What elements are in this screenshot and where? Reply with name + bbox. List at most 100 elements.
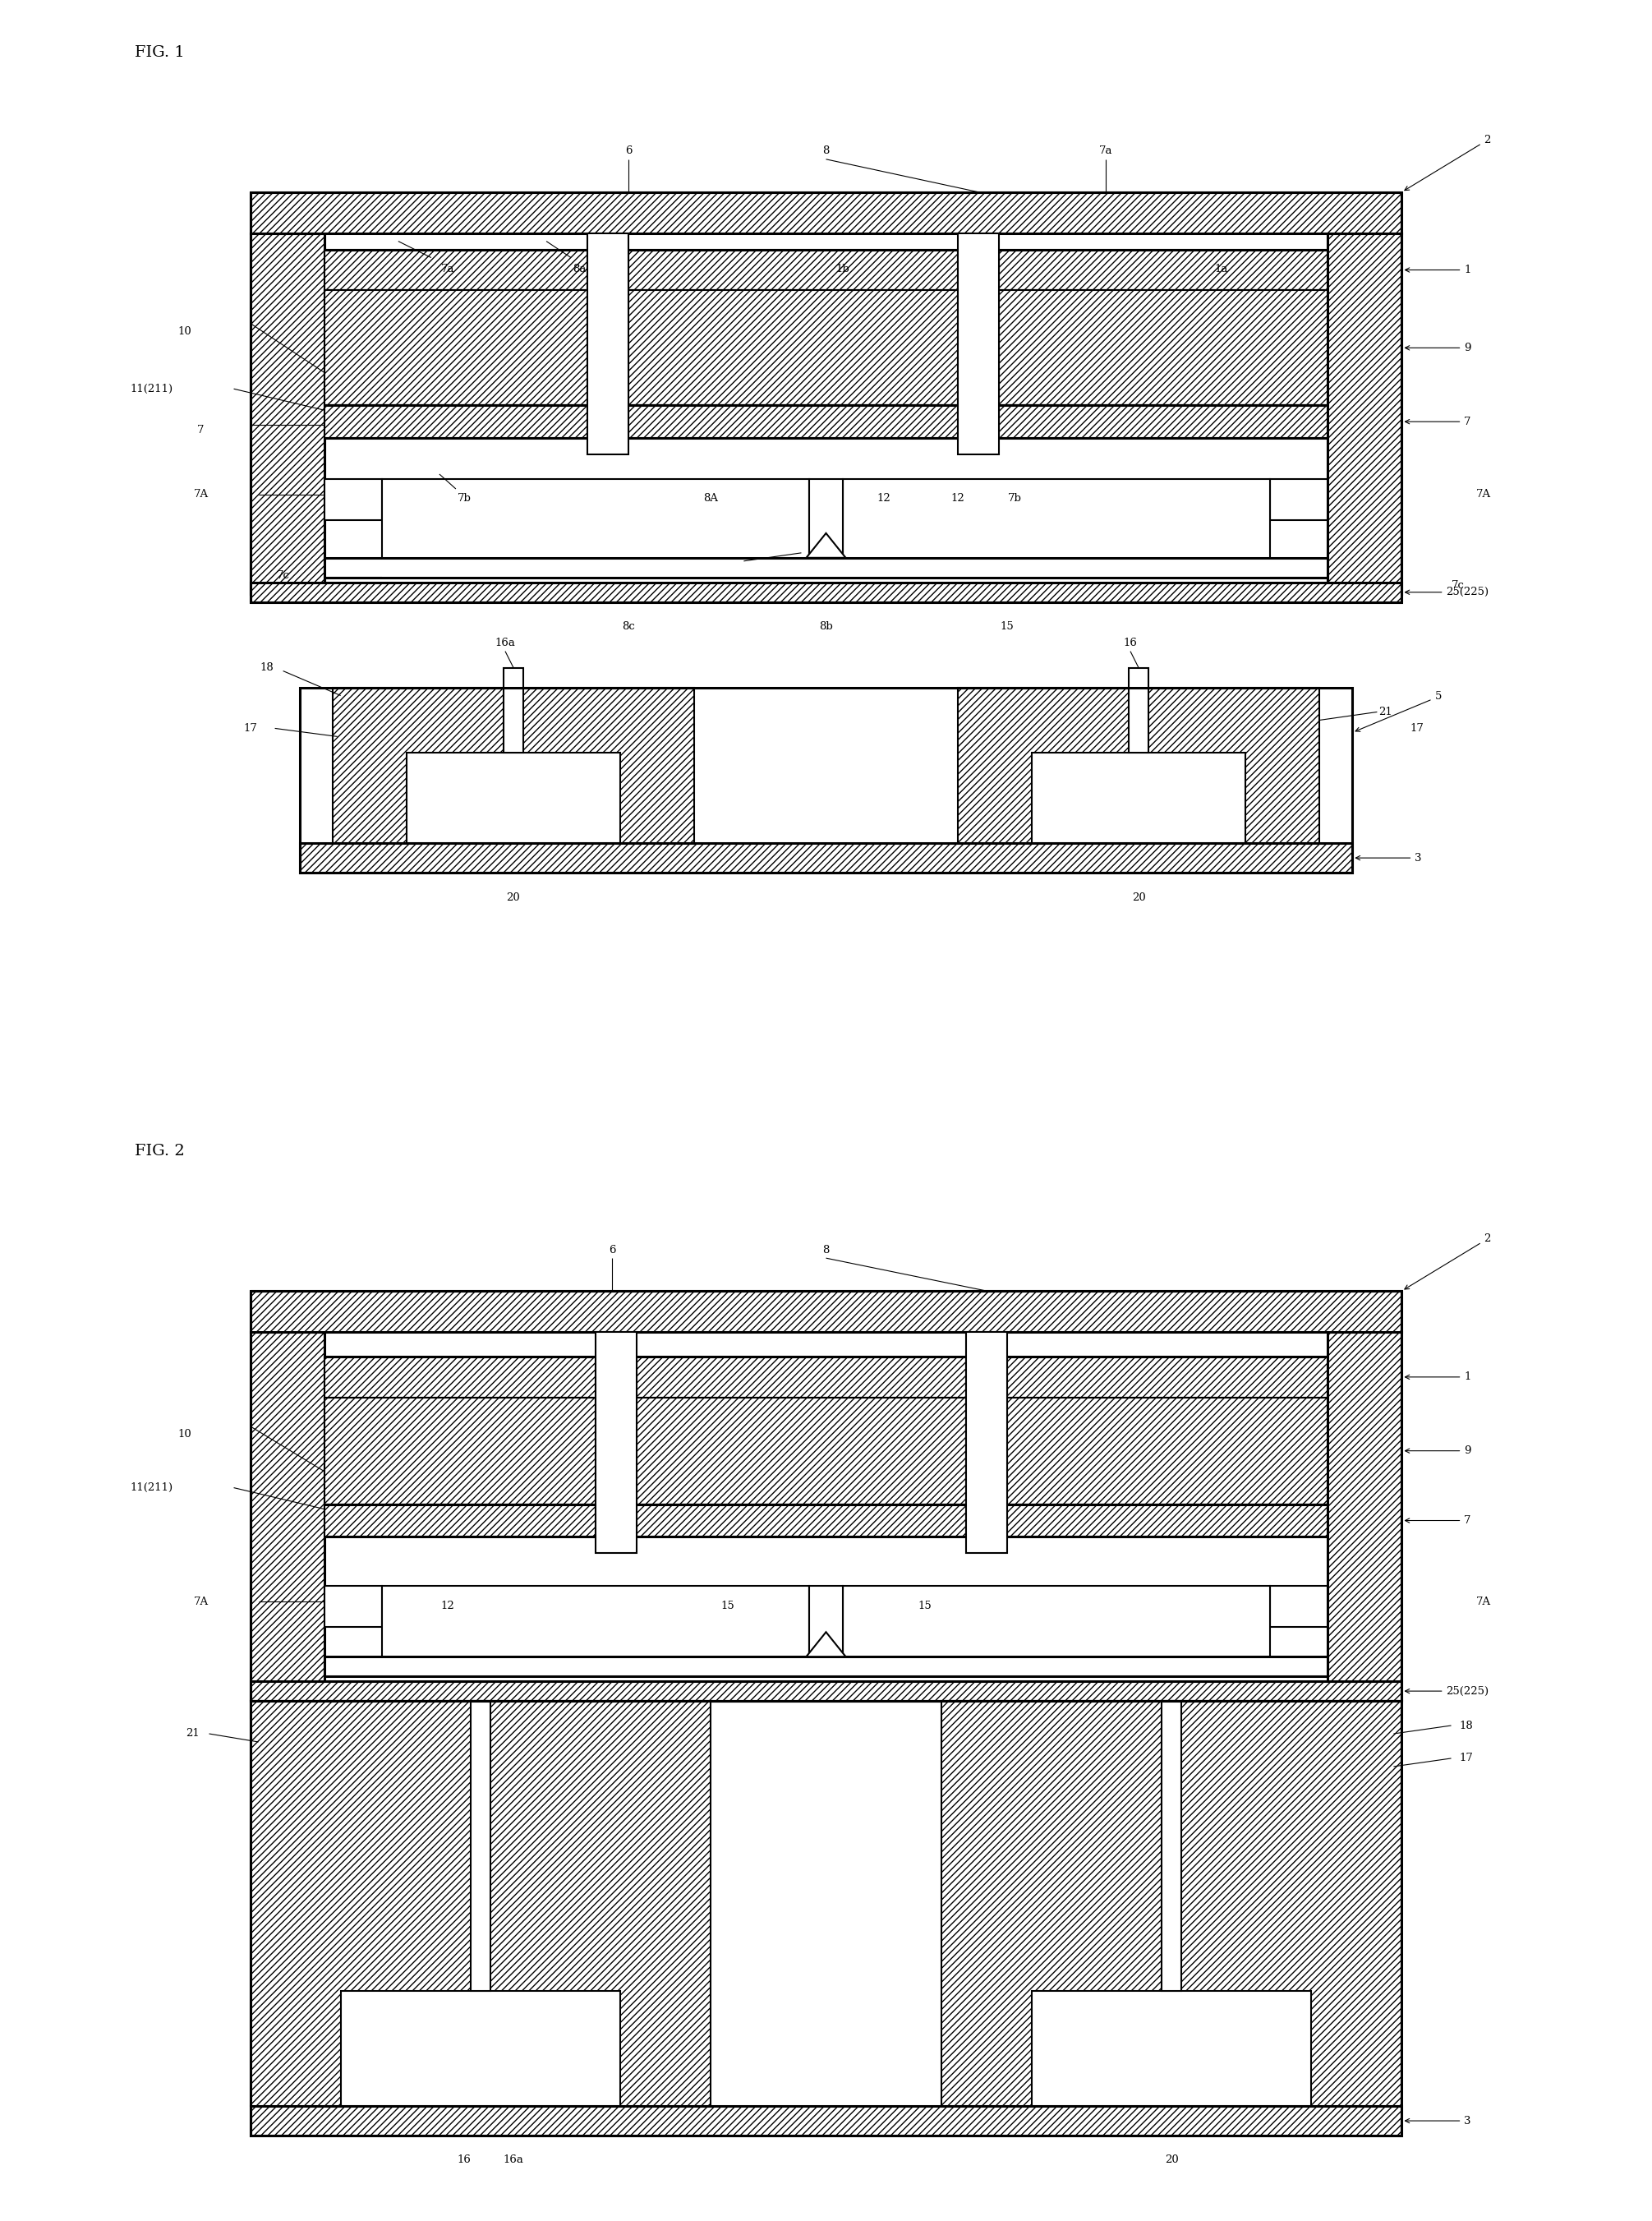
- Bar: [942, 1701, 1403, 2106]
- Text: 21: 21: [185, 1728, 200, 1739]
- Bar: [249, 2106, 1403, 2137]
- Bar: [324, 480, 382, 520]
- Bar: [324, 1586, 382, 1628]
- Text: 17: 17: [1459, 1752, 1474, 1763]
- Text: 16: 16: [1123, 637, 1137, 649]
- Polygon shape: [806, 533, 846, 557]
- Text: 7b: 7b: [458, 493, 471, 504]
- Text: 10: 10: [177, 1428, 192, 1439]
- Bar: [1328, 233, 1403, 593]
- Bar: [249, 1701, 1403, 2137]
- Bar: [324, 404, 588, 438]
- Text: 20: 20: [507, 893, 520, 902]
- Bar: [628, 249, 958, 291]
- Bar: [1031, 753, 1246, 844]
- Text: 15: 15: [720, 1601, 733, 1610]
- Text: 7: 7: [197, 424, 205, 435]
- Text: 8b: 8b: [819, 622, 833, 633]
- Text: 8: 8: [823, 147, 829, 155]
- Text: 7a: 7a: [441, 264, 454, 275]
- Bar: [628, 404, 958, 438]
- Text: 8c: 8c: [623, 622, 634, 633]
- Bar: [249, 1333, 324, 1717]
- Text: 20: 20: [1132, 893, 1145, 902]
- Bar: [324, 557, 1328, 577]
- Bar: [636, 1397, 966, 1504]
- Bar: [382, 480, 809, 569]
- Bar: [1328, 233, 1403, 593]
- Bar: [249, 1681, 1403, 1701]
- Bar: [1008, 1504, 1328, 1537]
- Text: 16a: 16a: [504, 2154, 524, 2165]
- Bar: [406, 753, 621, 844]
- Bar: [999, 249, 1328, 291]
- Bar: [636, 1504, 966, 1537]
- Bar: [249, 1290, 1403, 1333]
- Bar: [249, 233, 324, 593]
- Text: 1b: 1b: [836, 264, 849, 275]
- Bar: [299, 686, 1353, 873]
- Text: 1: 1: [1406, 1373, 1470, 1381]
- Text: 6: 6: [608, 1244, 616, 1255]
- Text: 16: 16: [458, 2154, 471, 2165]
- Text: 17: 17: [1411, 724, 1424, 733]
- Text: 15: 15: [919, 1601, 932, 1610]
- Bar: [324, 1657, 1328, 1677]
- Bar: [843, 1586, 1270, 1668]
- Text: FIG. 2: FIG. 2: [135, 1144, 185, 1159]
- Bar: [1270, 480, 1328, 520]
- Bar: [249, 233, 324, 593]
- Text: 3: 3: [1356, 853, 1422, 864]
- Text: 7b: 7b: [1008, 493, 1023, 504]
- Text: FIG. 1: FIG. 1: [135, 44, 185, 60]
- Bar: [628, 291, 958, 404]
- Text: 25(225): 25(225): [1406, 586, 1488, 597]
- Text: 8A: 8A: [704, 493, 719, 504]
- Bar: [324, 249, 588, 291]
- Text: 15: 15: [999, 622, 1014, 633]
- Bar: [324, 291, 588, 404]
- Text: 7a: 7a: [1099, 147, 1112, 155]
- Text: 5: 5: [1356, 691, 1442, 731]
- Bar: [809, 480, 843, 569]
- Bar: [249, 191, 1403, 233]
- Text: 7c: 7c: [1450, 580, 1464, 591]
- Bar: [596, 1333, 636, 1552]
- Bar: [636, 1357, 966, 1397]
- Bar: [999, 291, 1328, 404]
- Bar: [324, 1504, 596, 1537]
- Bar: [299, 844, 1353, 873]
- Text: 16a: 16a: [496, 637, 515, 649]
- Text: 3: 3: [1406, 2114, 1470, 2125]
- Bar: [809, 1586, 843, 1668]
- Bar: [1128, 669, 1148, 753]
- Text: 2: 2: [1404, 1233, 1492, 1288]
- Bar: [958, 686, 1320, 844]
- Text: 7: 7: [1406, 415, 1470, 426]
- Text: 6: 6: [624, 147, 633, 155]
- Text: 10: 10: [177, 326, 192, 338]
- Bar: [1008, 1357, 1328, 1397]
- Bar: [1328, 1333, 1403, 1717]
- Bar: [999, 404, 1328, 438]
- Bar: [324, 1397, 596, 1504]
- Bar: [471, 1701, 491, 1992]
- Text: 17: 17: [243, 724, 258, 733]
- Text: 7A: 7A: [1475, 489, 1490, 500]
- Bar: [332, 686, 694, 844]
- Bar: [249, 1701, 710, 2106]
- Text: 7c: 7c: [276, 571, 289, 582]
- Text: 8a: 8a: [573, 264, 586, 275]
- Bar: [966, 1333, 1008, 1552]
- Text: 7A: 7A: [193, 1597, 208, 1608]
- Text: 1a: 1a: [1214, 264, 1227, 275]
- Bar: [382, 1586, 809, 1668]
- Text: 25(225): 25(225): [1406, 1686, 1488, 1697]
- Bar: [1008, 1397, 1328, 1504]
- Text: 9: 9: [1406, 1446, 1470, 1457]
- Bar: [1270, 1586, 1328, 1628]
- Bar: [1031, 1992, 1312, 2106]
- Bar: [249, 582, 1403, 602]
- Text: 18: 18: [259, 662, 274, 673]
- Text: 8: 8: [823, 1244, 829, 1255]
